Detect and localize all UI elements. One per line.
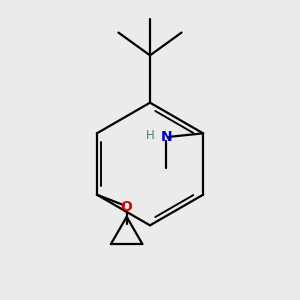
Text: N: N: [160, 130, 172, 144]
Text: H: H: [146, 129, 155, 142]
Text: O: O: [121, 200, 133, 214]
